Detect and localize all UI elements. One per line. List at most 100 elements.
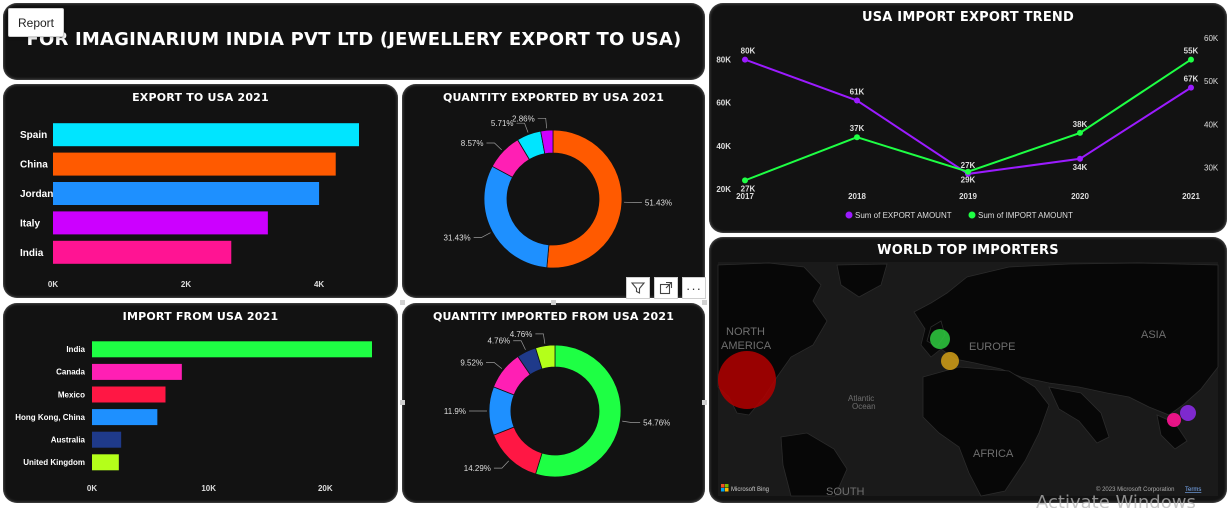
selection-handle[interactable]	[702, 300, 707, 305]
data-point	[1077, 155, 1083, 162]
x-tick-label: 0K	[87, 484, 97, 493]
selection-handle[interactable]	[702, 400, 707, 405]
x-tick-label: 10K	[201, 484, 216, 493]
category-label: Italy	[20, 218, 40, 229]
y-right-tick-label: 60K	[1204, 34, 1219, 43]
category-label: United Kingdom	[23, 458, 85, 467]
category-label: India	[20, 248, 44, 259]
category-label: Mexico	[58, 390, 85, 399]
category-label: Australia	[51, 436, 86, 445]
data-point	[854, 134, 860, 141]
category-label: Hong Kong, China	[15, 413, 85, 422]
x-tick-label: 2020	[1071, 192, 1089, 201]
slice-label: 4.76%	[510, 330, 533, 339]
donut-slice	[540, 129, 554, 155]
selection-handle[interactable]	[551, 300, 556, 305]
bubble-spain[interactable]	[941, 352, 959, 370]
slice-label: 4.76%	[487, 337, 510, 346]
map-panel[interactable]: WORLD TOP IMPORTERS NORTH AMERICA EUROPE…	[709, 237, 1227, 503]
map-copyright: © 2023 Microsoft Corporation	[1096, 486, 1174, 493]
imported-donut-title: QUANTITY IMPORTED FROM USA 2021	[432, 310, 675, 323]
x-tick-label: 2019	[959, 192, 977, 201]
slice-label: 9.52%	[460, 358, 483, 367]
world-map[interactable]: NORTH AMERICA EUROPE ASIA Atlantic Ocean…	[709, 237, 1227, 503]
bubble-china[interactable]	[1180, 405, 1196, 421]
map-label-europe: EUROPE	[969, 341, 1015, 353]
x-tick-label: 2017	[736, 192, 754, 201]
y-left-tick-label: 40K	[716, 142, 731, 151]
bubble-usa[interactable]	[718, 351, 776, 409]
legend-marker	[968, 211, 976, 219]
data-point	[1188, 56, 1194, 63]
slice-label: 51.43%	[645, 199, 672, 208]
y-left-tick-label: 80K	[716, 56, 731, 65]
bar-india	[53, 240, 232, 264]
exported-donut-title: QUANTITY EXPORTED BY USA 2021	[442, 91, 665, 104]
imported-donut-panel[interactable]: QUANTITY IMPORTED FROM USA 2021 54.76% 14…	[402, 303, 705, 503]
selection-handle[interactable]	[400, 300, 405, 305]
map-label-north: NORTH	[726, 326, 765, 338]
map-label-america: AMERICA	[721, 340, 772, 352]
x-tick-label: 0K	[48, 280, 58, 289]
export-bar-chart: Spain China Jordan Italy India 0K 2K 4K	[20, 123, 359, 289]
export-chart-title: EXPORT TO USA 2021	[132, 91, 269, 104]
import-chart-panel[interactable]: IMPORT FROM USA 2021 India Canada Mexico Ho…	[3, 303, 398, 503]
bubble-india[interactable]	[1167, 413, 1181, 427]
series-line-export	[744, 58, 1192, 175]
slice-label: 11.9%	[444, 407, 466, 416]
category-label: Canada	[56, 368, 85, 377]
data-label: 34K	[1073, 163, 1088, 172]
data-label: 61K	[850, 88, 865, 97]
bar-united-kingdom	[92, 454, 119, 471]
data-label: 29K	[961, 176, 976, 185]
legend-label: Sum of EXPORT AMOUNT	[855, 211, 952, 220]
header-panel: FOR IMAGINARIUM INDIA PVT LTD (JEWELLERY…	[3, 3, 705, 80]
x-tick-label: 2K	[181, 280, 191, 289]
bar-australia	[92, 431, 122, 448]
y-right-tick-label: 50K	[1204, 77, 1219, 86]
slice-label: 5.71%	[491, 119, 514, 128]
donut-slice	[535, 344, 556, 370]
y-right-tick-label: 30K	[1204, 163, 1219, 172]
slice-label: 54.76%	[643, 419, 670, 428]
bar-italy	[53, 211, 268, 235]
map-label-asia: ASIA	[1141, 329, 1167, 341]
report-tab[interactable]: Report	[8, 8, 64, 37]
map-label-africa: AFRICA	[973, 448, 1014, 460]
data-label: 27K	[961, 161, 976, 170]
activation-watermark: Activate Windows	[1036, 492, 1196, 508]
legend-label: Sum of IMPORT AMOUNT	[978, 211, 1073, 220]
y-left-tick-label: 20K	[716, 185, 731, 194]
slice-label: 14.29%	[464, 464, 491, 473]
leader-line	[486, 142, 502, 151]
data-point	[742, 177, 748, 184]
category-label: Spain	[20, 130, 47, 141]
bar-china	[53, 152, 336, 176]
filter-icon[interactable]	[626, 277, 650, 299]
leader-line	[516, 122, 529, 133]
focus-mode-icon[interactable]	[654, 277, 678, 299]
page-title: FOR IMAGINARIUM INDIA PVT LTD (JEWELLERY…	[26, 29, 682, 50]
exported-donut-panel[interactable]: QUANTITY EXPORTED BY USA 2021 51.43% 31.4…	[402, 84, 705, 298]
map-label-south: SOUTH	[826, 486, 865, 498]
map-terms-link[interactable]: Terms	[1185, 487, 1201, 493]
bar-canada	[92, 363, 182, 380]
selection-handle[interactable]	[400, 400, 405, 405]
exported-donut-chart: 51.43% 31.43% 8.57% 5.71%2.86%	[444, 114, 672, 269]
data-label: 38K	[1073, 120, 1088, 129]
data-point	[1077, 129, 1083, 136]
export-chart-panel[interactable]: EXPORT TO USA 2021 Spain China Jordan Italy…	[3, 84, 398, 298]
donut-slice	[483, 165, 550, 269]
more-options-icon[interactable]: ···	[682, 277, 706, 299]
bubble-uk[interactable]	[930, 329, 950, 349]
data-label: 55K	[1184, 47, 1199, 56]
data-point	[965, 168, 971, 175]
leader-line	[622, 420, 641, 423]
data-point	[854, 97, 860, 104]
leader-line	[493, 460, 509, 469]
bar-mexico	[92, 386, 166, 403]
data-point	[742, 56, 748, 63]
y-left-tick-label: 60K	[716, 99, 731, 108]
bar-india	[92, 341, 372, 358]
trend-chart-panel[interactable]: USA IMPORT EXPORT TREND 20K 40K 60K 80K 30K 4…	[709, 3, 1227, 233]
